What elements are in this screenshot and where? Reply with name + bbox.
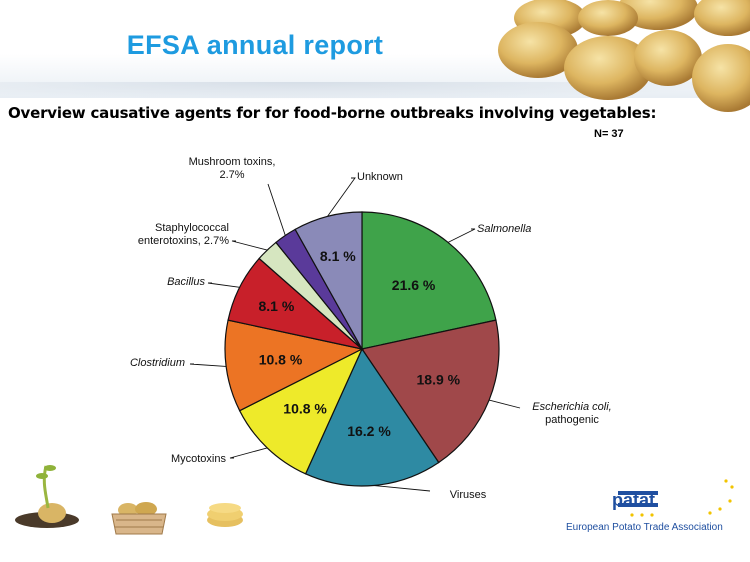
pie-category-label-5: Clostridium (130, 357, 185, 369)
pie-value-label-2: 18.9 % (417, 372, 461, 388)
pie-slice-2 (361, 319, 500, 464)
header-swoosh (0, 82, 750, 100)
potato-basket-icon (111, 502, 167, 535)
pie-category-labels: Salmonella Escherichia coli, pathogenic Vir… (130, 156, 612, 501)
pie-slices (224, 211, 500, 487)
pie-slice-1 (361, 211, 497, 350)
association-name: European Potato Trade Association (566, 522, 723, 533)
pie-value-label-4: 10.8 % (283, 400, 327, 416)
pie-category-label-3: Viruses (450, 489, 487, 501)
pie-value-label-9: 8.1 % (320, 248, 356, 264)
pie-value-label-3: 16.2 % (347, 423, 391, 439)
pie-leader-line-3 (373, 485, 431, 492)
pie-leader-lines (189, 177, 521, 492)
pie-slice-5 (224, 319, 364, 412)
potato-chips-icon (207, 503, 243, 527)
pie-leader-line-8 (267, 183, 286, 236)
pie-value-labels: 21.6 % 18.9 % 16.2 % 10.8 % 10.8 % 8.1 % 8.1 % (258, 248, 460, 439)
pie-leader-line-9 (327, 177, 356, 217)
pie-leader-line-2 (488, 399, 521, 409)
pie-category-label-9: Unknown (357, 171, 403, 183)
pie-leader-line-7 (231, 240, 268, 251)
pie-value-label-6: 8.1 % (258, 298, 294, 314)
sprouting-potato-icon (15, 465, 79, 528)
pie-leader-line-1 (447, 228, 476, 243)
pie-value-label-5: 10.8 % (259, 351, 303, 367)
report-title: EFSA annual report (126, 30, 384, 60)
pie-category-label-1: Salmonella (477, 223, 531, 235)
logo-wordmark: patat (612, 490, 656, 510)
pie-slice-9 (294, 211, 363, 352)
pie-leader-line-5 (189, 363, 227, 367)
pie-category-label-6: Bacillus (167, 276, 205, 288)
pie-category-label-8: Mushroom toxins, 2.7% (189, 156, 276, 181)
pie-category-label-4: Mycotoxins (171, 453, 227, 465)
pie-category-label-2: Escherichia coli, pathogenic (532, 401, 611, 426)
sample-size-label: N= 37 (594, 128, 624, 140)
pie-slice-4 (238, 347, 364, 475)
pie-category-label-7: Staphylococcal enterotoxins, 2.7% (138, 222, 229, 247)
potatoes-image-icon (498, 0, 750, 112)
pie-leader-line-6 (207, 282, 240, 288)
europatat-logo-icon (618, 479, 734, 517)
pie-leader-line-4 (229, 447, 268, 459)
pie-value-label-1: 21.6 % (392, 277, 436, 293)
chart-heading: Overview causative agents for for food-b… (8, 104, 657, 122)
